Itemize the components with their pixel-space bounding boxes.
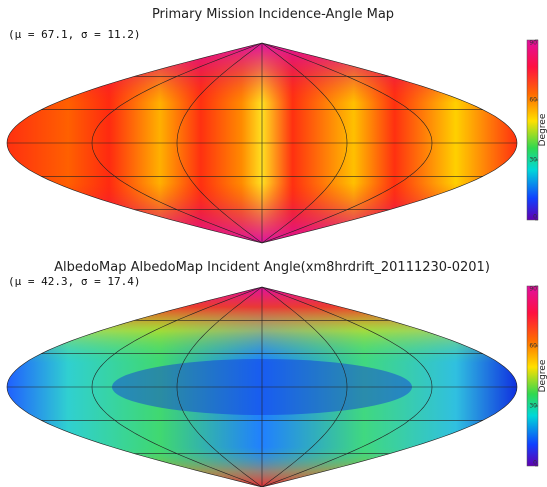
map-panel: Primary Mission Incidence-Angle Map (μ = … [7,7,547,243]
colorbar-tick-label: 90 [529,40,537,47]
colorbar [527,286,538,466]
colorbar-tick-label: 60 [529,343,537,350]
map-title: AlbedoMap AlbedoMap Incident Angle(xm8hr… [54,260,490,275]
map-title: Primary Mission Incidence-Angle Map [152,7,394,22]
page: {"panels": [ {"title": "Primary Mission … [0,0,547,487]
map-stats: (μ = 42.3, σ = 17.4) [8,275,140,288]
map-panel: AlbedoMap AlbedoMap Incident Angle(xm8hr… [7,260,547,487]
colorbar-label: Degree [538,359,547,392]
colorbar-tick-label: 30 [529,157,537,164]
colorbar-label: Degree [538,113,547,146]
colorbar-tick-label: 90 [529,286,537,293]
colorbar-tick-label: 0 [533,460,537,467]
colorbar-tick-label: 60 [529,97,537,104]
map-stats: (μ = 67.1, σ = 11.2) [8,28,140,41]
colorbar-tick-label: 30 [529,403,537,410]
colorbar-tick-label: 0 [533,214,537,221]
colorbar [527,40,538,220]
figure: Primary Mission Incidence-Angle Map (μ = … [0,0,547,487]
